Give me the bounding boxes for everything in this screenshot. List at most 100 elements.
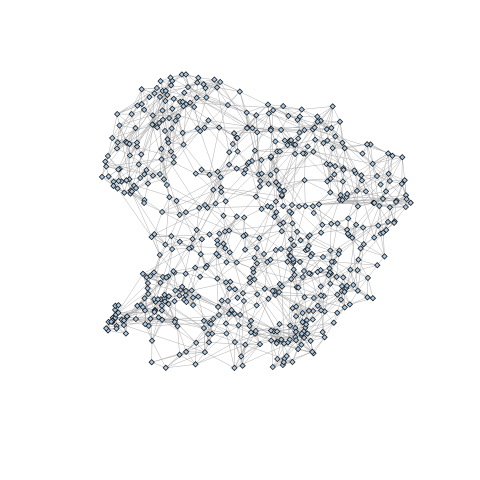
- graph-node: [159, 107, 166, 114]
- graph-edge: [129, 155, 161, 175]
- graph-edge: [273, 109, 289, 117]
- graph-node: [261, 285, 268, 292]
- graph-node: [194, 125, 201, 132]
- graph-node: [183, 298, 190, 306]
- graph-node: [298, 341, 305, 348]
- graph-edge: [275, 249, 283, 287]
- graph-node: [309, 316, 316, 323]
- graph-edge: [255, 174, 271, 197]
- graph-node: [202, 84, 209, 92]
- graph-edge: [173, 247, 192, 272]
- graph-edge: [195, 344, 246, 365]
- graph-edge: [165, 354, 180, 368]
- graph-edge: [280, 239, 292, 250]
- graph-node: [274, 355, 281, 363]
- graph-edge: [289, 255, 331, 274]
- graph-node: [180, 103, 187, 110]
- graph-edge: [320, 275, 329, 287]
- graph-edge: [352, 227, 364, 238]
- graph-edge: [312, 192, 331, 207]
- graph-node: [254, 291, 261, 298]
- graph-edge: [357, 277, 369, 291]
- graph-edge: [238, 325, 243, 366]
- graph-node: [253, 244, 261, 252]
- graph-edge: [331, 261, 354, 286]
- graph-node: [369, 295, 377, 302]
- graph-node: [280, 187, 288, 194]
- graph-node: [309, 203, 317, 210]
- graph-node: [173, 197, 180, 205]
- graph-node: [116, 122, 123, 129]
- graph-edge: [169, 197, 180, 216]
- graph-node: [379, 195, 387, 202]
- graph-node: [234, 148, 241, 155]
- graph-node: [256, 183, 263, 190]
- graph-node: [364, 294, 371, 301]
- graph-edge: [207, 151, 238, 208]
- graph-edge: [119, 102, 191, 126]
- graph-edge: [274, 216, 298, 232]
- graph-node: [315, 201, 323, 208]
- graph-node: [354, 287, 361, 294]
- graph-node: [231, 338, 239, 346]
- graph-edge: [336, 269, 351, 278]
- graph-node: [158, 307, 166, 314]
- graph-node: [172, 117, 179, 124]
- graph-edge: [183, 128, 198, 145]
- graph-node: [292, 313, 300, 320]
- graph-edge: [185, 164, 230, 213]
- graph-edge: [151, 319, 163, 341]
- graph-edge: [220, 187, 276, 202]
- graph-node: [135, 161, 142, 168]
- graph-edge: [328, 275, 348, 286]
- graph-node: [317, 266, 324, 274]
- graph-node: [222, 320, 230, 327]
- graph-edge: [234, 342, 236, 368]
- graph-edge: [173, 162, 196, 174]
- graph-edge: [152, 115, 179, 117]
- graph-edge: [367, 265, 378, 279]
- graph-node: [168, 232, 175, 240]
- graph-edge: [385, 183, 402, 192]
- graph-node: [182, 287, 190, 295]
- graph-edge: [248, 162, 262, 210]
- graph-node: [132, 124, 139, 132]
- graph-node: [214, 241, 221, 248]
- graph-node: [280, 359, 287, 366]
- graph-edge: [241, 333, 256, 357]
- graph-edge: [163, 162, 174, 180]
- graph-node: [128, 110, 135, 118]
- graph-edge: [162, 110, 220, 128]
- graph-node: [176, 238, 183, 245]
- graph-node: [151, 90, 158, 97]
- graph-edge: [289, 249, 311, 257]
- graph-node: [267, 153, 275, 160]
- graph-node: [305, 242, 312, 250]
- graph-node: [251, 254, 258, 262]
- graph-edge: [320, 120, 341, 122]
- graph-edge: [216, 87, 230, 153]
- graph-node: [214, 303, 222, 311]
- graph-edge: [270, 130, 285, 141]
- graph-edge: [346, 153, 389, 198]
- graph-edge: [334, 261, 351, 270]
- graph-node: [149, 172, 157, 179]
- graph-node: [254, 129, 261, 136]
- graph-edge: [351, 206, 359, 238]
- graph-edge: [264, 261, 268, 289]
- graph-edge: [126, 305, 138, 317]
- graph-node: [196, 273, 204, 280]
- graph-node: [222, 198, 229, 205]
- graph-edge: [261, 153, 296, 161]
- graph-node: [156, 119, 163, 127]
- graph-node: [359, 150, 366, 157]
- graph-edge: [116, 105, 138, 149]
- graph-node: [371, 234, 378, 241]
- graph-edge: [129, 143, 142, 155]
- graph-node: [317, 292, 325, 299]
- graph-node: [167, 82, 175, 89]
- graph-node: [317, 307, 325, 314]
- graph-node: [138, 100, 145, 108]
- graph-node: [307, 253, 314, 260]
- graph-node: [240, 170, 248, 177]
